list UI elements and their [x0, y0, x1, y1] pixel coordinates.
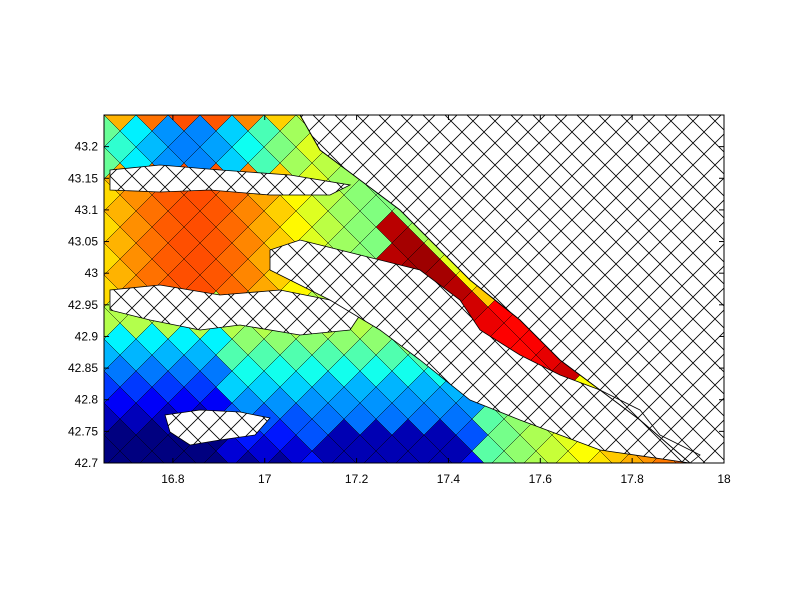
field-cell: [395, 450, 421, 463]
field-cell: [503, 434, 537, 463]
field-cell: [295, 115, 297, 116]
field-cell: [183, 434, 217, 463]
field-cell: [519, 115, 521, 116]
y-tick-label: 42.95: [68, 298, 98, 312]
field-cell: [299, 450, 325, 463]
field-cell: [343, 434, 377, 463]
y-tick-label: 43.2: [75, 140, 99, 154]
field-cell: [104, 115, 121, 148]
field-cell: [231, 115, 233, 116]
x-tick-label: 17: [258, 472, 272, 486]
field-cell: [151, 434, 185, 463]
x-tick-label: 17.8: [620, 472, 644, 486]
field-cell: [375, 434, 409, 463]
peninsula-hatch: [270, 240, 700, 463]
x-tick-label: 16.8: [161, 472, 185, 486]
y-tick-label: 42.9: [75, 329, 99, 343]
field-cell: [279, 434, 313, 463]
field-cell: [263, 115, 265, 116]
field-cell: [311, 434, 345, 463]
field-cell: [135, 115, 137, 116]
field-cell: [104, 338, 121, 372]
x-tick-label: 18: [717, 472, 731, 486]
field-cell: [104, 115, 105, 116]
field-cell: [327, 115, 329, 116]
field-cell: [523, 450, 549, 463]
field-cell: [615, 115, 617, 116]
field-cell: [331, 450, 357, 463]
y-tick-label: 43: [85, 266, 99, 280]
field-cell: [439, 434, 473, 463]
field-cell: [167, 115, 169, 116]
field-cell: [104, 242, 121, 276]
field-cell: [215, 434, 249, 463]
y-tick-label: 43.15: [68, 171, 98, 185]
field-cell: [139, 450, 165, 463]
x-axis: 16.8 17 17.2 17.4 17.6 17.8 18: [161, 115, 731, 486]
field-cell: [363, 450, 389, 463]
plot-area: [104, 115, 724, 463]
y-tick-label: 42.7: [75, 456, 99, 470]
x-tick-label: 17.2: [345, 472, 369, 486]
y-tick-label: 42.75: [68, 424, 98, 438]
field-cell: [203, 450, 229, 463]
field-cell: [247, 434, 281, 463]
field-cell: [711, 115, 713, 116]
field-cell: [487, 115, 489, 116]
field-cell: [491, 450, 517, 463]
mainland-coastline: [299, 115, 691, 463]
y-axis: 42.7 42.75 42.8 42.85 42.9 42.95 43 43.05 43.1 43…: [68, 140, 724, 470]
field-cell: [679, 115, 681, 116]
y-tick-label: 42.8: [75, 393, 99, 407]
field-cell: [104, 434, 121, 463]
field-cell: [104, 370, 121, 404]
field-cell: [104, 306, 121, 340]
field-cell: [535, 434, 569, 463]
y-tick-label: 42.85: [68, 361, 98, 375]
field-cell: [647, 115, 649, 116]
field-cell: [119, 434, 153, 463]
axes-box: [103, 114, 725, 464]
island-middle-hatch: [110, 285, 360, 335]
field-cell: [104, 402, 121, 436]
field-cell: [199, 115, 201, 116]
field-cell: [471, 434, 505, 463]
field-cell: [267, 450, 293, 463]
field-cell: [104, 146, 121, 180]
y-tick-label: 43.1: [75, 203, 99, 217]
field-cell: [423, 115, 425, 116]
field-cell: [427, 450, 453, 463]
x-tick-label: 17.4: [437, 472, 461, 486]
field-cell: [104, 115, 105, 116]
field-cell: [459, 450, 485, 463]
island-southwest-hatch: [165, 410, 270, 445]
field-cell: [619, 450, 645, 463]
y-tick-label: 43.05: [68, 235, 98, 249]
field-cell: [407, 434, 441, 463]
field-cell: [391, 115, 393, 116]
field-cell: [551, 115, 553, 116]
field-cell: [587, 450, 613, 463]
field-cell: [359, 115, 361, 116]
field-cell: [555, 450, 581, 463]
field-cell: [107, 450, 133, 463]
field-cell: [455, 115, 457, 116]
field-cell: [583, 115, 585, 116]
island-north-hatch: [110, 165, 350, 195]
field-cell: [104, 210, 121, 244]
x-tick-label: 17.6: [529, 472, 553, 486]
field-cell: [235, 450, 261, 463]
